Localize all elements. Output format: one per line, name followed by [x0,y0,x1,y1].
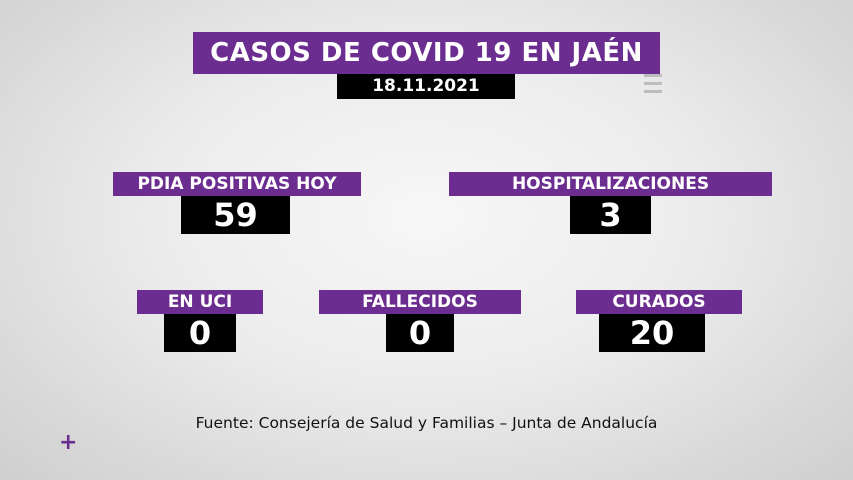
fallecidos-label: FALLECIDOS [319,290,521,314]
hospitalizaciones-label: HOSPITALIZACIONES [449,172,772,196]
pdia-label: PDIA POSITIVAS HOY [113,172,361,196]
decorative-lines [644,74,662,98]
page-title: CASOS DE COVID 19 EN JAÉN [193,32,660,74]
source-text: Fuente: Consejería de Salud y Familias –… [195,414,658,432]
curados-label: CURADOS [576,290,742,314]
curados-value: 20 [599,314,705,352]
uci-value: 0 [164,314,236,352]
uci-label: EN UCI [137,290,263,314]
fallecidos-value: 0 [386,314,454,352]
hospitalizaciones-value: 3 [570,196,651,234]
pdia-value: 59 [181,196,290,234]
date-badge: 18.11.2021 [337,74,515,99]
plus-icon: + [59,430,78,455]
